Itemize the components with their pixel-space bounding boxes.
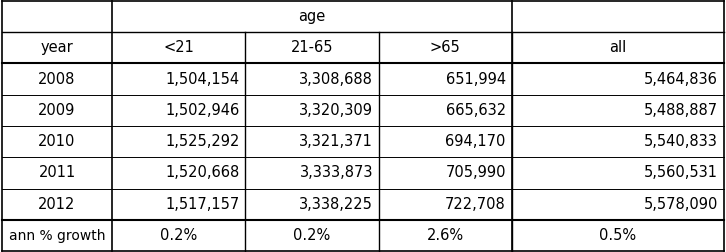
Text: 3,321,371: 3,321,371	[299, 134, 373, 149]
Text: <21: <21	[163, 40, 194, 55]
Text: 1,525,292: 1,525,292	[166, 134, 240, 149]
Text: 5,560,531: 5,560,531	[644, 166, 718, 180]
Text: 2008: 2008	[38, 72, 76, 86]
Text: 2.6%: 2.6%	[427, 228, 464, 243]
Text: 2009: 2009	[38, 103, 76, 118]
Text: 1,504,154: 1,504,154	[166, 72, 240, 86]
Text: 705,990: 705,990	[445, 166, 506, 180]
Text: 1,517,157: 1,517,157	[166, 197, 240, 212]
Text: 5,488,887: 5,488,887	[644, 103, 718, 118]
Text: 5,464,836: 5,464,836	[644, 72, 718, 86]
Text: 2012: 2012	[38, 197, 76, 212]
Text: 694,170: 694,170	[446, 134, 506, 149]
Text: 1,502,946: 1,502,946	[166, 103, 240, 118]
Text: 2011: 2011	[38, 166, 76, 180]
Text: year: year	[41, 40, 73, 55]
Text: 0.2%: 0.2%	[293, 228, 331, 243]
Text: age: age	[298, 9, 325, 24]
Text: 1,520,668: 1,520,668	[166, 166, 240, 180]
Text: 5,578,090: 5,578,090	[644, 197, 718, 212]
Text: ann % growth: ann % growth	[9, 229, 105, 243]
Text: 665,632: 665,632	[446, 103, 506, 118]
Text: 0.2%: 0.2%	[160, 228, 197, 243]
Text: 5,540,833: 5,540,833	[644, 134, 718, 149]
Text: 651,994: 651,994	[446, 72, 506, 86]
Text: >65: >65	[430, 40, 460, 55]
Text: 3,333,873: 3,333,873	[300, 166, 373, 180]
Text: 3,338,225: 3,338,225	[299, 197, 373, 212]
Text: 722,708: 722,708	[445, 197, 506, 212]
Text: 3,320,309: 3,320,309	[299, 103, 373, 118]
Text: 21-65: 21-65	[291, 40, 333, 55]
Text: 0.5%: 0.5%	[599, 228, 636, 243]
Text: 3,308,688: 3,308,688	[299, 72, 373, 86]
Text: all: all	[609, 40, 627, 55]
Text: 2010: 2010	[38, 134, 76, 149]
